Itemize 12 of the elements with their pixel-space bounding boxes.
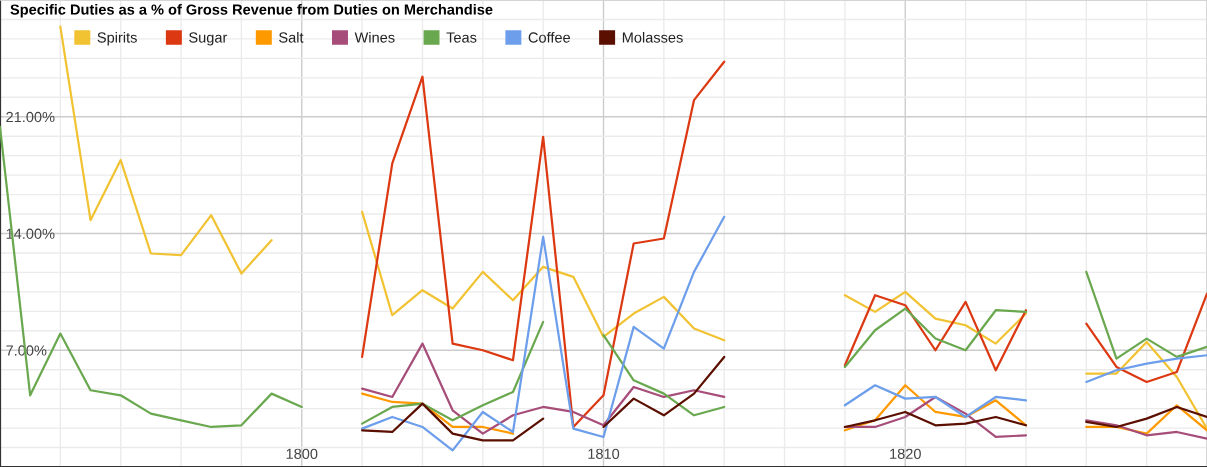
legend-label: Salt [279,31,304,43]
legend-label: Coffee [528,31,571,43]
x-tick-label: 1800 [286,448,318,459]
chart-title: Specific Duties as a % of Gross Revenue from Duties on Merchandise [10,4,493,18]
legend-label: Wines [354,31,395,43]
legend-label: Teas [446,32,477,43]
y-tick-label: 21.00% [6,111,55,123]
legend-label: Molasses [622,31,683,43]
x-tick-label: 1810 [588,448,620,459]
legend-label: Sugar [189,32,228,46]
x-tick-label: 1820 [890,448,921,459]
legend-label: Spirits [97,31,137,46]
